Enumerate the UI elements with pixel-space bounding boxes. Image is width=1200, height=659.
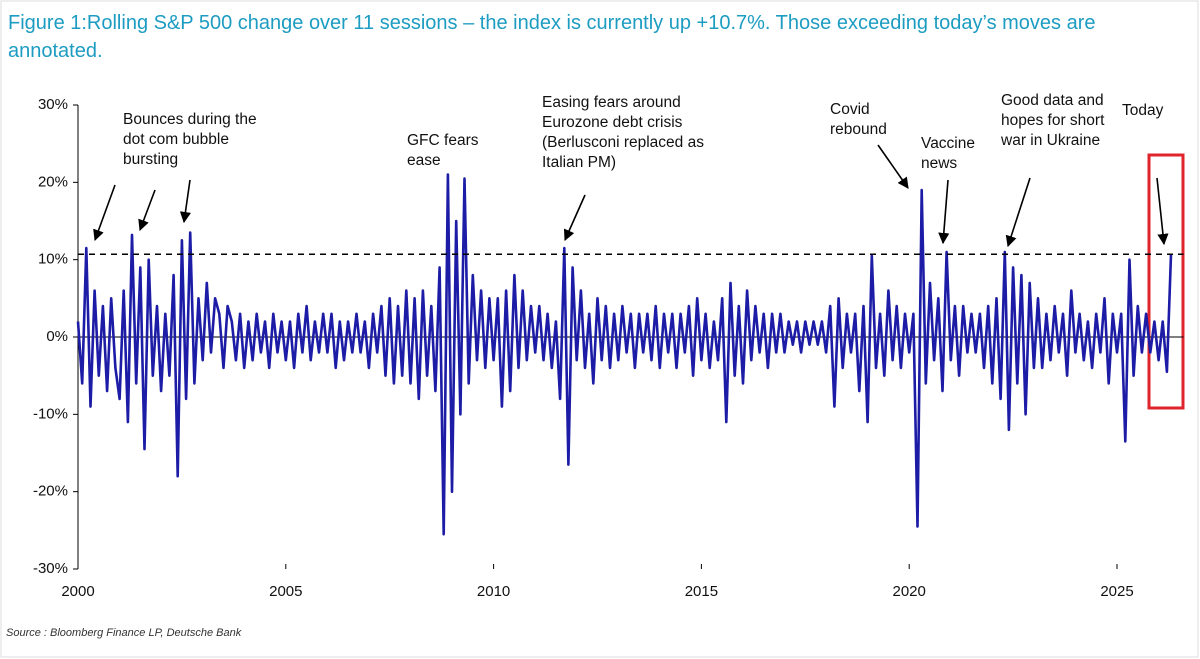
y-tick-label: 0%: [46, 328, 68, 345]
annotation-arrow: [1005, 177, 1031, 248]
annotation: Eurozone debt crisis: [542, 114, 683, 131]
annotation: Covid: [830, 101, 870, 118]
annotation: GFC fears: [407, 132, 479, 149]
annotation: Today: [1122, 102, 1164, 119]
annotation: war in Ukraine: [1000, 132, 1100, 149]
annotation: Good data and: [1001, 92, 1104, 109]
x-tick-label: 2000: [61, 583, 94, 600]
x-tick-label: 2005: [269, 583, 302, 600]
annotation: Bounces during the: [123, 111, 257, 128]
annotation: news: [921, 155, 957, 172]
annotation-arrow: [1156, 177, 1169, 246]
annotation: Easing fears around: [542, 94, 681, 111]
annotation: Vaccine: [921, 135, 975, 152]
annotation-arrow: [179, 179, 191, 224]
chart-title: Figure 1:Rolling S&P 500 change over 11 …: [8, 12, 1096, 62]
annotation-arrow: [93, 184, 116, 242]
annotation-arrow: [563, 194, 586, 242]
annotation-arrow: [938, 179, 950, 245]
source: Source : Bloomberg Finance LP, Deutsche …: [6, 627, 242, 639]
y-tick-label: -30%: [33, 560, 68, 577]
annotation: hopes for short: [1001, 112, 1105, 129]
annotation: rebound: [830, 121, 887, 138]
series-line: [76, 173, 1173, 536]
y-tick-label: 20%: [38, 173, 68, 190]
chart-title-line: annotated.: [8, 40, 103, 62]
x-tick-label: 2010: [477, 583, 510, 600]
annotation: dot com bubble: [123, 131, 229, 148]
y-tick-label: 10%: [38, 251, 68, 268]
annotation-arrow: [877, 144, 909, 189]
y-tick-label: -20%: [33, 483, 68, 500]
annotation: ease: [407, 152, 441, 169]
chart-title-line: Figure 1:Rolling S&P 500 change over 11 …: [8, 12, 1096, 34]
annotation: Italian PM): [542, 154, 616, 171]
y-tick-label: -10%: [33, 405, 68, 422]
annotation-arrow: [138, 189, 156, 232]
y-tick-label: 30%: [38, 96, 68, 113]
x-tick-label: 2025: [1100, 583, 1133, 600]
annotation: bursting: [123, 151, 178, 168]
x-tick-label: 2020: [893, 583, 926, 600]
highlight-box: [1147, 153, 1185, 410]
annotation: (Berlusconi replaced as: [542, 134, 704, 151]
x-tick-label: 2015: [685, 583, 718, 600]
